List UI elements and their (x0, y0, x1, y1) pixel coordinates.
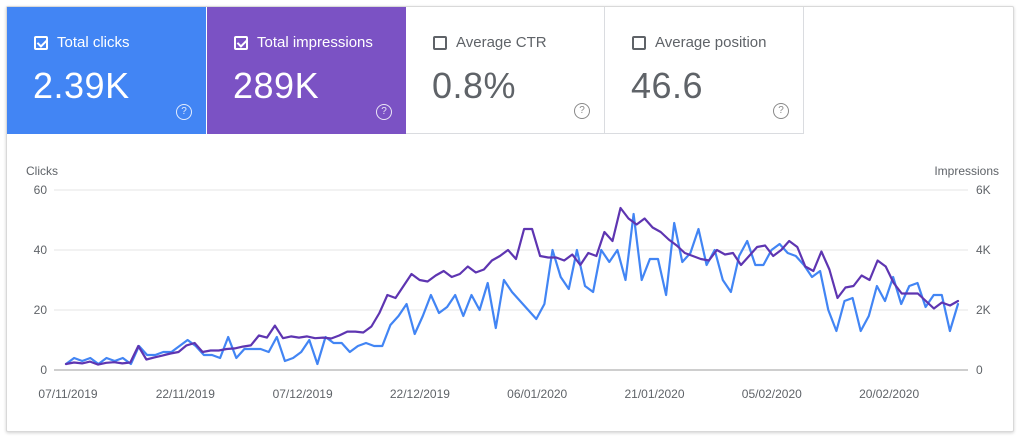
total-impressions-label: Total impressions (257, 34, 373, 51)
right-tick-label: 4K (976, 243, 991, 257)
left-tick-label: 20 (34, 303, 48, 317)
average-ctr-header: Average CTR (433, 34, 547, 51)
right-tick-label: 2K (976, 303, 991, 317)
x-tick-label: 06/01/2020 (507, 387, 567, 401)
left-tick-label: 60 (34, 183, 48, 197)
average-position-header: Average position (632, 34, 766, 51)
help-icon[interactable]: ? (376, 104, 392, 120)
x-tick-label: 22/12/2019 (390, 387, 450, 401)
total-impressions-checkbox[interactable] (234, 35, 248, 50)
help-icon[interactable]: ? (773, 103, 789, 119)
impressions-series-line (64, 206, 960, 366)
left-tick-label: 40 (34, 243, 48, 257)
right-axis-title: Impressions (934, 164, 999, 178)
average-ctr-card[interactable]: Average CTR 0.8% ? (406, 7, 605, 134)
right-tick-label: 6K (976, 183, 991, 197)
x-tick-label: 07/11/2019 (38, 387, 97, 401)
clicks-series-line (64, 212, 960, 366)
average-position-label: Average position (655, 34, 767, 51)
total-clicks-checkbox[interactable] (34, 35, 48, 50)
metric-cards: Total clicks 2.39K ? Total impressions 2… (7, 7, 805, 134)
total-clicks-value: 2.39K (33, 65, 130, 106)
x-tick-label: 05/02/2020 (742, 387, 802, 401)
total-impressions-card[interactable]: Total impressions 289K ? (207, 7, 406, 134)
total-clicks-label: Total clicks (57, 34, 130, 51)
average-ctr-checkbox[interactable] (433, 35, 447, 50)
average-position-checkbox[interactable] (632, 35, 646, 50)
left-tick-label: 0 (40, 363, 47, 377)
left-axis-title: Clicks (26, 164, 58, 178)
right-tick-label: 0 (976, 363, 983, 377)
total-impressions-value: 289K (233, 65, 320, 106)
average-position-value: 46.6 (631, 65, 704, 106)
help-icon[interactable]: ? (574, 103, 590, 119)
x-tick-label: 07/12/2019 (273, 387, 333, 401)
x-tick-label: 20/02/2020 (859, 387, 919, 401)
x-tick-label: 22/11/2019 (156, 387, 215, 401)
x-tick-label: 21/01/2020 (624, 387, 684, 401)
total-clicks-card[interactable]: Total clicks 2.39K ? (7, 7, 206, 134)
average-ctr-value: 0.8% (432, 65, 517, 106)
average-position-card[interactable]: Average position 46.6 ? (605, 7, 804, 134)
total-impressions-header: Total impressions (234, 34, 373, 51)
total-clicks-header: Total clicks (34, 34, 130, 51)
average-ctr-label: Average CTR (456, 34, 547, 51)
help-icon[interactable]: ? (176, 104, 192, 120)
